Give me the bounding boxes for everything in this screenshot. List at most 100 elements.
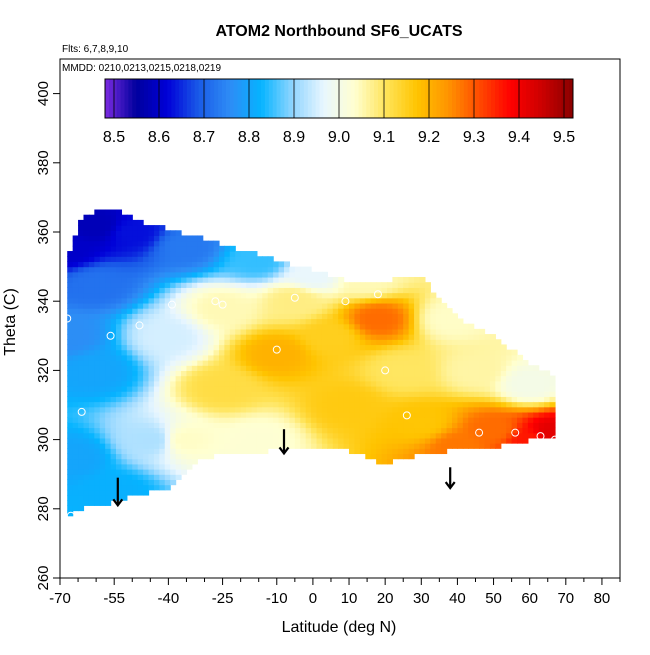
field-cell (251, 251, 258, 257)
field-cell (213, 411, 220, 418)
field-cell (181, 266, 188, 273)
field-cell (506, 437, 513, 444)
field-cell (191, 370, 198, 377)
field-cell (213, 349, 220, 356)
field-cell (110, 313, 117, 320)
field-cell (94, 380, 101, 387)
field-cell (392, 375, 399, 382)
field-cell (240, 292, 247, 299)
field-cell (121, 443, 128, 449)
field-cell (213, 251, 220, 257)
field-cell (262, 365, 269, 371)
field-cell (251, 411, 258, 418)
field-cell (354, 292, 361, 299)
field-cell (78, 453, 85, 460)
field-cell (132, 396, 139, 403)
field-cell (338, 375, 345, 382)
field-cell (143, 417, 150, 423)
field-cell (424, 417, 431, 423)
field-cell (88, 463, 95, 470)
field-cell (408, 391, 415, 397)
field-cell (235, 396, 242, 403)
field-cell (132, 308, 139, 314)
field-cell (148, 308, 155, 314)
field-cell (88, 453, 95, 460)
field-cell (316, 360, 323, 366)
field-cell (240, 308, 247, 314)
field-cell (175, 302, 182, 309)
field-cell (83, 427, 90, 434)
field-cell (381, 282, 388, 288)
field-cell (229, 266, 236, 273)
field-cell (462, 422, 469, 429)
field-cell (430, 391, 437, 397)
field-cell (72, 427, 79, 434)
field-cell (78, 432, 85, 439)
field-cell (500, 344, 507, 351)
field-cell (549, 432, 556, 439)
field-cell (370, 292, 377, 299)
field-cell (213, 437, 220, 444)
field-cell (527, 370, 534, 377)
field-cell (267, 308, 274, 314)
field-cell (208, 256, 215, 263)
field-cell (72, 494, 79, 501)
field-cell (88, 443, 95, 449)
field-cell (549, 391, 556, 397)
field-cell (435, 422, 442, 429)
field-cell (126, 328, 133, 335)
colorbar-tick-label: 9.0 (328, 129, 350, 146)
field-cell (370, 302, 377, 309)
field-cell (321, 334, 328, 340)
field-cell (365, 297, 372, 304)
field-cell (278, 432, 285, 439)
field-cell (148, 396, 155, 403)
field-cell (414, 437, 421, 444)
field-cell (354, 385, 361, 392)
field-cell (278, 287, 285, 294)
field-cell (419, 448, 426, 455)
field-cell (538, 380, 545, 387)
field-cell (137, 282, 144, 288)
field-cell (289, 282, 296, 288)
field-cell (256, 443, 263, 449)
field-cell (83, 256, 90, 263)
field-cell (105, 484, 112, 491)
field-cell (99, 417, 106, 423)
field-cell (435, 349, 442, 356)
field-cell (83, 448, 90, 455)
field-cell (468, 443, 475, 449)
field-cell (441, 396, 448, 403)
field-cell (376, 282, 383, 288)
field-cell (148, 370, 155, 377)
field-cell (321, 318, 328, 325)
field-cell (408, 287, 415, 294)
field-cell (99, 328, 106, 335)
field-cell (224, 287, 231, 294)
field-cell (305, 437, 312, 444)
field-cell (327, 297, 334, 304)
field-cell (99, 230, 106, 237)
field-cell (457, 354, 464, 361)
field-cell (246, 422, 253, 429)
field-cell (522, 370, 529, 377)
field-cell (143, 339, 150, 346)
field-cell (126, 406, 133, 413)
field-cell (468, 354, 475, 361)
field-cell (452, 318, 459, 325)
field-cell (148, 406, 155, 413)
field-cell (262, 287, 269, 294)
field-cell (213, 308, 220, 314)
field-cell (94, 328, 101, 335)
field-cell (289, 391, 296, 397)
field-cell (181, 256, 188, 263)
field-cell (67, 494, 74, 501)
field-cell (246, 406, 253, 413)
field-cell (83, 406, 90, 413)
field-cell (435, 437, 442, 444)
field-cell (300, 344, 307, 351)
field-cell (83, 349, 90, 356)
field-cell (430, 422, 437, 429)
field-cell (343, 308, 350, 314)
field-cell (311, 313, 318, 320)
